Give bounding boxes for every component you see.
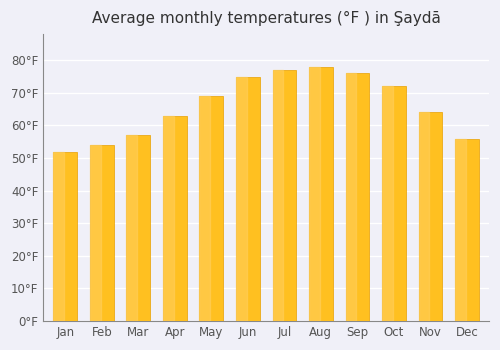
Bar xyxy=(200,96,223,321)
Bar xyxy=(236,77,246,321)
Bar xyxy=(90,145,114,321)
Bar xyxy=(418,112,430,321)
Bar xyxy=(455,139,466,321)
Bar xyxy=(346,74,370,321)
Bar xyxy=(272,70,296,321)
Bar xyxy=(382,86,406,321)
Bar xyxy=(382,86,393,321)
Bar xyxy=(309,67,333,321)
Bar xyxy=(54,152,77,321)
Bar xyxy=(309,67,320,321)
Bar xyxy=(163,116,173,321)
Bar xyxy=(346,74,356,321)
Bar xyxy=(418,112,442,321)
Bar xyxy=(200,96,210,321)
Bar xyxy=(126,135,137,321)
Bar xyxy=(126,135,150,321)
Title: Average monthly temperatures (°F ) in Şaydā: Average monthly temperatures (°F ) in Şa… xyxy=(92,11,440,26)
Bar xyxy=(163,116,186,321)
Bar xyxy=(455,139,479,321)
Bar xyxy=(272,70,283,321)
Bar xyxy=(236,77,260,321)
Bar xyxy=(54,152,64,321)
Bar xyxy=(90,145,101,321)
